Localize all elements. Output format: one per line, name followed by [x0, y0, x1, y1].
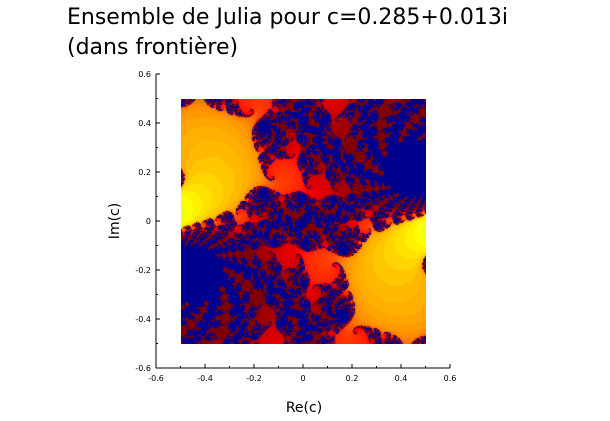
y-tick-label: 0.2 [138, 168, 151, 177]
x-tick-label: 0.2 [346, 374, 359, 383]
y-tick-label: 0.6 [138, 70, 151, 79]
x-tick-label: 0.6 [444, 374, 457, 383]
y-tick-label: 0.4 [138, 119, 151, 128]
chart-title-line-2: (dans frontière) [67, 35, 239, 60]
y-axis-label: Im(c) [107, 203, 123, 239]
x-tick-label: -0.2 [246, 374, 262, 383]
y-tick-label: -0.4 [135, 315, 151, 324]
x-tick-label: -0.4 [197, 374, 213, 383]
y-tick-label: -0.2 [135, 266, 151, 275]
y-tick-label: 0 [146, 217, 151, 226]
x-axis-label: Re(c) [286, 400, 322, 416]
y-tick-label: -0.6 [135, 364, 151, 373]
x-tick-label: 0.4 [395, 374, 408, 383]
chart-axes: -0.6 -0.4 -0.2 0 0.2 0.4 0.6 0.6 0.4 0.2 0 -0.2 -0.4… [135, 70, 456, 383]
chart-title-line-1: Ensemble de Julia pour c=0.285+0.013i [67, 5, 508, 30]
x-tick-label: -0.6 [148, 374, 164, 383]
julia-set-heatmap [181, 99, 426, 344]
x-tick-label: 0 [300, 374, 305, 383]
